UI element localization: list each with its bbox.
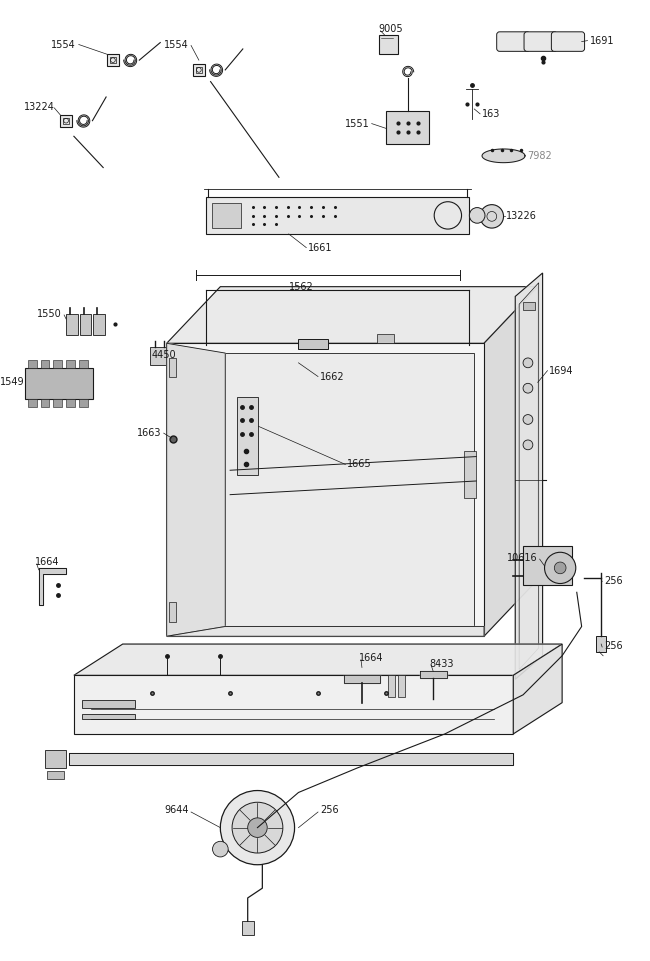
Circle shape: [480, 205, 504, 228]
Bar: [66, 360, 75, 368]
Bar: [28, 399, 37, 407]
Bar: [378, 35, 398, 54]
Polygon shape: [514, 644, 562, 734]
Polygon shape: [166, 286, 538, 343]
Bar: [53, 399, 62, 407]
Bar: [398, 676, 405, 697]
Text: 4450: 4450: [152, 350, 177, 360]
Bar: [66, 399, 75, 407]
Bar: [107, 54, 119, 66]
Bar: [47, 771, 64, 778]
Bar: [41, 360, 49, 368]
Text: 1665: 1665: [347, 459, 372, 469]
Polygon shape: [515, 273, 543, 679]
Polygon shape: [166, 627, 484, 636]
Bar: [376, 333, 394, 343]
Bar: [205, 197, 469, 234]
Text: 1554: 1554: [51, 39, 76, 50]
Circle shape: [220, 791, 294, 865]
Text: 1550: 1550: [38, 309, 62, 319]
Polygon shape: [482, 149, 525, 162]
Bar: [66, 314, 78, 335]
Bar: [386, 111, 429, 144]
Bar: [523, 547, 572, 585]
Bar: [242, 922, 254, 935]
Text: 1562: 1562: [289, 282, 313, 292]
Bar: [523, 303, 535, 310]
FancyBboxPatch shape: [551, 32, 584, 51]
Bar: [82, 700, 135, 707]
Bar: [28, 360, 37, 368]
Text: 1694: 1694: [549, 365, 574, 376]
Polygon shape: [39, 568, 66, 605]
Text: 13224: 13224: [23, 102, 55, 112]
Bar: [211, 203, 241, 228]
Text: 1554: 1554: [164, 39, 189, 50]
Bar: [196, 67, 202, 73]
Text: 1691: 1691: [590, 36, 614, 45]
Bar: [60, 114, 72, 127]
Circle shape: [523, 414, 533, 425]
Polygon shape: [69, 753, 514, 765]
Circle shape: [523, 383, 533, 393]
Polygon shape: [344, 676, 380, 683]
Text: 1664: 1664: [35, 557, 59, 567]
Polygon shape: [484, 286, 538, 636]
Text: 7982: 7982: [527, 151, 552, 160]
Polygon shape: [166, 343, 226, 636]
Bar: [168, 357, 176, 378]
Text: 9644: 9644: [164, 805, 189, 815]
Text: 1664: 1664: [359, 653, 383, 663]
Bar: [465, 451, 476, 498]
Bar: [94, 314, 105, 335]
Text: 1551: 1551: [345, 118, 370, 129]
Text: 13226: 13226: [506, 211, 536, 221]
Bar: [237, 397, 259, 475]
Bar: [596, 636, 606, 652]
Circle shape: [213, 841, 228, 857]
Bar: [79, 360, 88, 368]
Bar: [79, 399, 88, 407]
Bar: [53, 360, 62, 368]
Bar: [25, 368, 94, 399]
Text: 256: 256: [320, 805, 339, 815]
Polygon shape: [74, 644, 562, 676]
Text: 256: 256: [604, 576, 623, 585]
Text: 9005: 9005: [378, 24, 403, 34]
Circle shape: [523, 357, 533, 368]
FancyBboxPatch shape: [524, 32, 557, 51]
Text: 1549: 1549: [1, 378, 25, 387]
Bar: [45, 751, 66, 768]
Bar: [150, 347, 172, 365]
Polygon shape: [74, 676, 514, 734]
Bar: [388, 676, 395, 697]
Text: 256: 256: [604, 641, 623, 651]
Circle shape: [232, 802, 283, 853]
Bar: [80, 314, 92, 335]
Text: 1662: 1662: [320, 372, 345, 382]
Bar: [166, 343, 484, 636]
FancyBboxPatch shape: [497, 32, 530, 51]
Bar: [168, 603, 176, 622]
Circle shape: [469, 208, 485, 223]
Bar: [41, 399, 49, 407]
Bar: [193, 64, 205, 76]
Circle shape: [523, 440, 533, 450]
Bar: [82, 714, 135, 719]
Text: 163: 163: [482, 109, 500, 119]
Text: 10616: 10616: [507, 554, 538, 563]
Bar: [298, 339, 328, 349]
Circle shape: [545, 553, 576, 583]
Polygon shape: [419, 672, 447, 678]
Text: 1661: 1661: [308, 242, 333, 253]
Text: 1663: 1663: [137, 429, 162, 438]
Bar: [226, 353, 474, 627]
Circle shape: [554, 562, 566, 574]
Bar: [110, 58, 116, 63]
Text: 8433: 8433: [429, 658, 454, 669]
Circle shape: [248, 818, 267, 837]
Bar: [63, 118, 69, 124]
